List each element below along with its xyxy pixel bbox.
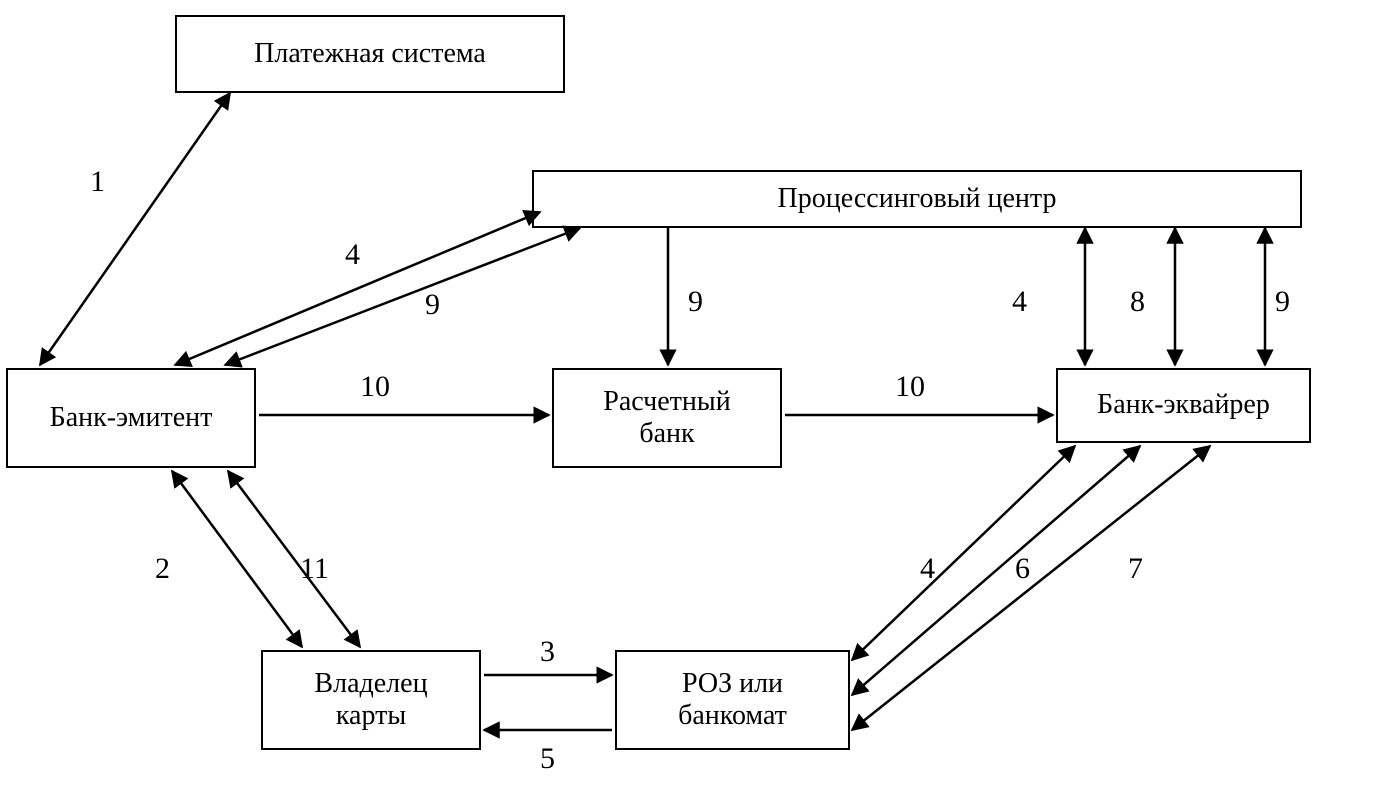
node-acquirer-bank: Банк-эквайрер bbox=[1056, 368, 1311, 443]
node-payment-system: Платежная система bbox=[175, 15, 565, 93]
edge-e7 bbox=[852, 446, 1210, 730]
node-label: Процессинговый центр bbox=[778, 183, 1057, 215]
edge-label: 4 bbox=[1012, 285, 1027, 319]
node-pos-atm: РОЗ илибанкомат bbox=[615, 650, 850, 750]
node-issuer-bank: Банк-эмитент bbox=[6, 368, 256, 468]
edge-label: 4 bbox=[920, 552, 935, 586]
edge-e11 bbox=[228, 471, 360, 647]
edge-label: 9 bbox=[688, 285, 703, 319]
edge-label: 11 bbox=[300, 552, 329, 586]
edge-label: 1 bbox=[90, 165, 105, 199]
node-processing-center: Процессинговый центр bbox=[532, 170, 1302, 228]
node-cardholder: Владелецкарты bbox=[261, 650, 481, 750]
edge-label: 8 bbox=[1130, 285, 1145, 319]
node-settlement-bank: Расчетныйбанк bbox=[552, 368, 782, 468]
edge-label: 2 bbox=[155, 552, 170, 586]
edge-label: 3 bbox=[540, 635, 555, 669]
edge-e9a bbox=[225, 228, 580, 365]
diagram-canvas: Платежная система Процессинговый центр Б… bbox=[0, 0, 1386, 792]
edge-label: 9 bbox=[425, 288, 440, 322]
edge-label: 10 bbox=[360, 370, 390, 404]
node-label: Владелецкарты bbox=[314, 668, 427, 732]
edge-label: 4 bbox=[345, 238, 360, 272]
node-label: Банк-эквайрер bbox=[1097, 389, 1270, 421]
edge-e4a bbox=[175, 212, 540, 365]
edge-e1 bbox=[40, 93, 230, 365]
node-label: РОЗ илибанкомат bbox=[678, 668, 787, 732]
edge-label: 9 bbox=[1275, 285, 1290, 319]
edge-e4c bbox=[852, 446, 1075, 660]
edge-e6 bbox=[852, 446, 1140, 695]
edge-label: 7 bbox=[1128, 552, 1143, 586]
edge-label: 10 bbox=[895, 370, 925, 404]
edge-e2 bbox=[172, 471, 302, 647]
edge-label: 5 bbox=[540, 742, 555, 776]
node-label: Расчетныйбанк bbox=[603, 386, 730, 450]
edge-label: 6 bbox=[1015, 552, 1030, 586]
node-label: Банк-эмитент bbox=[50, 402, 213, 434]
node-label: Платежная система bbox=[254, 38, 486, 70]
